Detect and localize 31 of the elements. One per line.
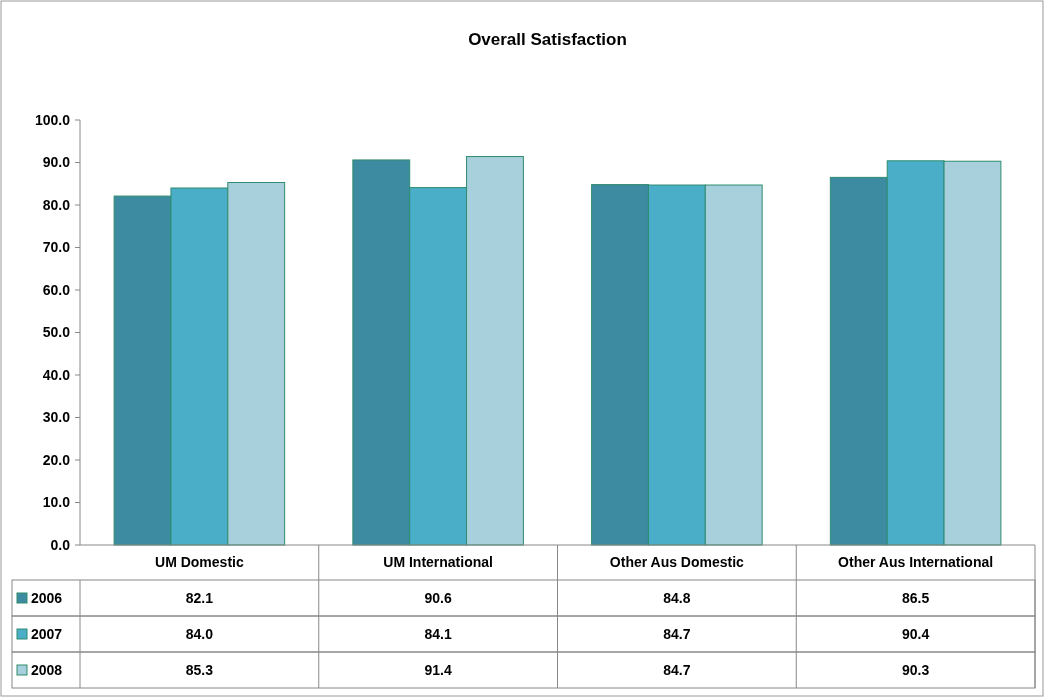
data-label: 86.5 [902, 589, 930, 606]
data-label: 84.1 [424, 625, 452, 642]
y-tick-label: 0.0 [50, 536, 71, 553]
x-tick-label: Other Aus Domestic [609, 554, 745, 571]
data-label: 90.6 [424, 589, 452, 606]
y-tick-label: 90.0 [42, 154, 71, 171]
data-label: 85.3 [185, 661, 214, 678]
x-tick-label: UM Domestic [155, 554, 244, 571]
y-tick-label: 10.0 [42, 494, 71, 511]
data-label: 91.4 [424, 661, 452, 678]
legend-label: 2007 [31, 625, 63, 642]
legend-label: 2008 [31, 661, 63, 678]
data-label: 84.0 [185, 625, 214, 642]
y-tick-label: 40.0 [42, 366, 71, 383]
legend-label: 2006 [31, 589, 63, 606]
data-label: 90.3 [902, 661, 930, 678]
y-tick-label: 80.0 [42, 196, 71, 213]
x-tick-label: UM International [383, 554, 493, 571]
data-label: 82.1 [185, 589, 214, 606]
y-tick-label: 30.0 [42, 409, 71, 426]
x-tick-label: Other Aus International [838, 554, 994, 571]
data-label: 84.7 [663, 625, 691, 642]
y-tick-label: 60.0 [42, 281, 71, 298]
data-label: 84.7 [663, 661, 691, 678]
data-label: 84.8 [663, 589, 691, 606]
data-label: 90.4 [902, 625, 930, 642]
chart-title: Overall Satisfaction [468, 30, 627, 49]
y-tick-label: 20.0 [42, 451, 71, 468]
y-tick-label: 70.0 [42, 239, 71, 256]
y-tick-label: 50.0 [42, 324, 71, 341]
y-tick-label: 100.0 [34, 111, 71, 128]
